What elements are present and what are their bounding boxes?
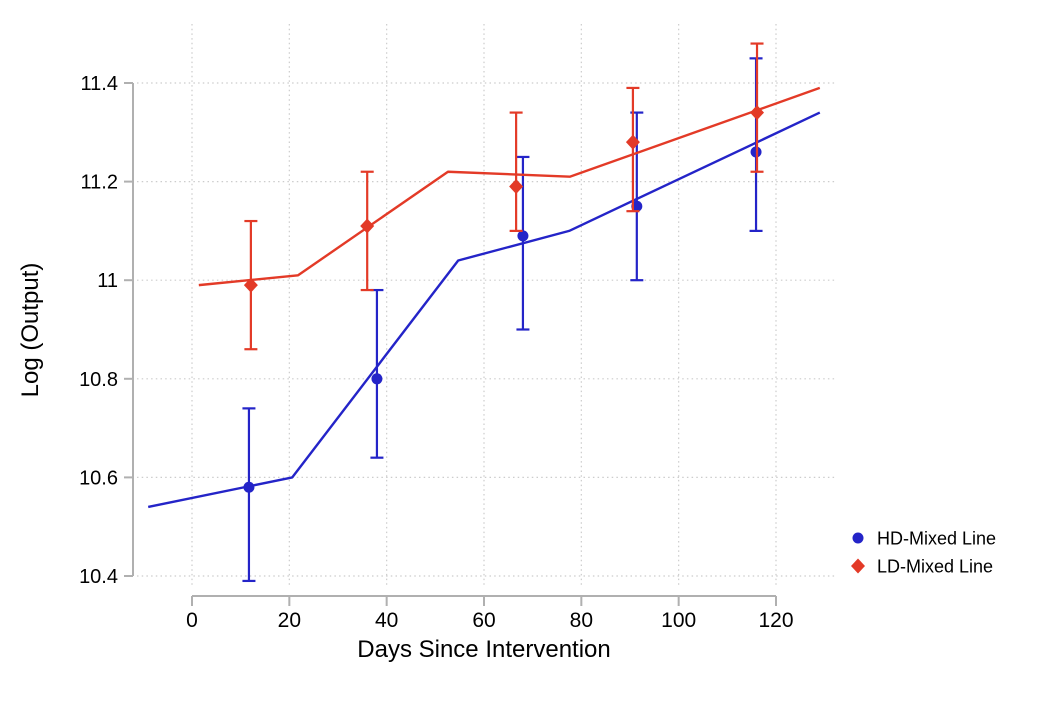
data-point-diamond [360,218,375,234]
legend-item: HD-Mixed Line [852,529,996,549]
y-tick-label: 11.4 [81,73,118,95]
data-point-diamond [750,105,765,121]
axes: 10.4 10.6 10.8 11 11.2 11.4 0 20 40 60 80 100 120 [79,73,793,632]
data-point-circle [517,230,529,242]
x-tick-label: 80 [570,609,593,632]
y-tick-label: 10.4 [79,566,118,588]
y-tick-label: 10.6 [79,467,118,489]
x-tick-label: 120 [758,609,793,632]
x-tick-label: 100 [661,609,696,632]
y-tick-label: 11 [97,270,118,292]
x-tick-label: 40 [375,609,398,632]
x-tick-label: 20 [278,609,301,632]
data-point-diamond [243,277,258,293]
legend-circle-marker [852,532,864,544]
y-axis-title: Log (Output) [17,263,44,398]
legend: HD-Mixed Line LD-Mixed Line [851,529,996,577]
legend-label: HD-Mixed Line [877,529,996,549]
hd-series [147,57,821,583]
y-tick-label: 10.8 [79,369,118,391]
x-tick-label: 0 [186,609,198,632]
data-point-diamond [509,179,524,195]
legend-diamond-marker [851,558,865,574]
data-series [147,42,821,583]
x-tick-label: 60 [472,609,495,632]
gridlines [137,24,835,588]
legend-label: LD-Mixed Line [877,557,993,577]
data-point-circle [243,481,255,493]
fit-line [198,86,821,287]
data-point-circle [371,373,383,385]
legend-item: LD-Mixed Line [851,557,993,577]
ld-series [198,42,821,351]
data-point-diamond [625,134,640,150]
x-axis-title: Days Since Intervention [357,636,610,663]
y-tick-label: 11.2 [81,172,118,194]
data-point-circle [631,200,643,212]
